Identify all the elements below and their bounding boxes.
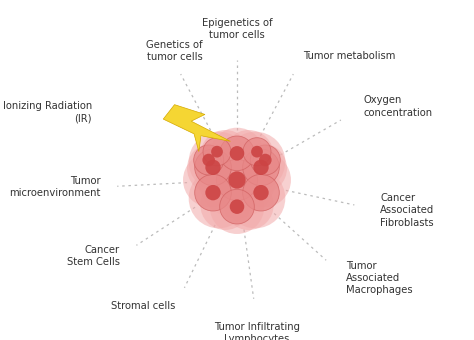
Circle shape [201, 130, 250, 180]
Text: Cancer
Stem Cells: Cancer Stem Cells [67, 245, 119, 268]
Circle shape [205, 185, 221, 200]
Circle shape [210, 179, 264, 234]
Circle shape [237, 153, 291, 207]
Polygon shape [163, 105, 230, 152]
Circle shape [224, 180, 273, 230]
Circle shape [187, 143, 237, 193]
Circle shape [228, 171, 246, 189]
Circle shape [189, 132, 249, 192]
Circle shape [211, 146, 223, 157]
Circle shape [243, 174, 279, 211]
Circle shape [230, 199, 244, 214]
Circle shape [250, 145, 280, 175]
Circle shape [183, 153, 237, 207]
Circle shape [243, 138, 271, 166]
Text: Oxygen
concentration: Oxygen concentration [364, 96, 433, 118]
Text: Stromal cells: Stromal cells [111, 301, 176, 311]
Text: Epigenetics of
tumor cells: Epigenetics of tumor cells [202, 18, 272, 40]
Circle shape [205, 160, 221, 175]
Circle shape [253, 160, 269, 175]
Circle shape [210, 128, 264, 182]
Text: Tumor
Associated
Macrophages: Tumor Associated Macrophages [346, 261, 412, 295]
Circle shape [259, 154, 272, 166]
Circle shape [194, 145, 224, 175]
Text: Ionizing Radiation
(IR): Ionizing Radiation (IR) [3, 101, 92, 124]
Circle shape [224, 130, 273, 180]
Circle shape [202, 154, 215, 166]
Circle shape [219, 136, 255, 171]
Circle shape [230, 146, 244, 160]
Circle shape [219, 189, 255, 224]
Circle shape [243, 149, 279, 186]
Circle shape [216, 159, 258, 201]
Circle shape [251, 146, 263, 157]
Circle shape [201, 180, 250, 230]
Circle shape [225, 132, 285, 192]
Circle shape [253, 185, 269, 200]
Circle shape [237, 143, 287, 193]
Circle shape [195, 174, 231, 211]
Text: Cancer
Associated
Fibroblasts: Cancer Associated Fibroblasts [381, 193, 435, 228]
Text: Tumor Infiltrating
Lymphocytes: Tumor Infiltrating Lymphocytes [214, 322, 300, 340]
Circle shape [225, 168, 285, 228]
Circle shape [195, 149, 231, 186]
Text: Genetics of
tumor cells: Genetics of tumor cells [146, 40, 203, 62]
Circle shape [189, 168, 249, 228]
Text: Tumor
microenvironment: Tumor microenvironment [9, 176, 100, 198]
Circle shape [203, 138, 231, 166]
Text: Tumor metabolism: Tumor metabolism [303, 51, 395, 62]
Circle shape [199, 142, 275, 218]
